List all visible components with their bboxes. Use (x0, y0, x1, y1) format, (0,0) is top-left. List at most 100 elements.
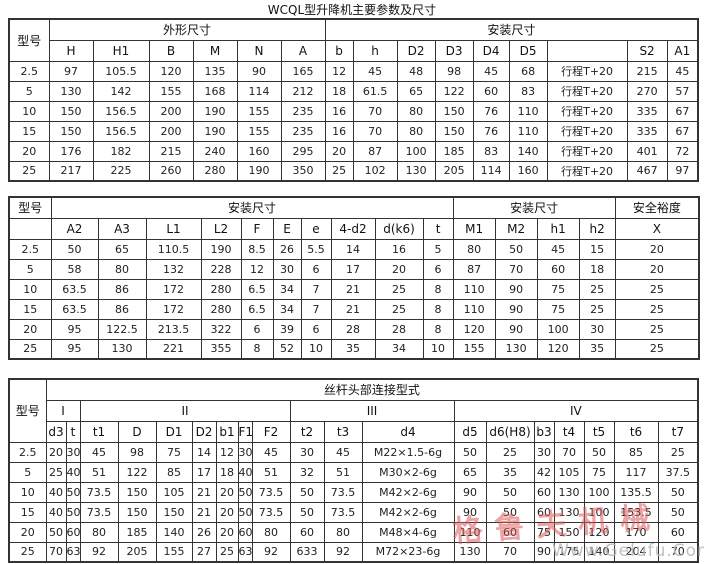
value-cell: 85 (155, 461, 193, 483)
value-cell: 83 (508, 80, 548, 102)
value-cell: 130 (396, 160, 436, 182)
value-cell: 7 (300, 278, 332, 300)
value-cell: 295 (280, 140, 326, 162)
value-cell: 行程T+20 (546, 120, 628, 142)
value-cell: 42 (533, 461, 555, 483)
value-cell: 25 (485, 441, 535, 463)
value-cell: 30 (578, 318, 616, 340)
header-cell: d4 (361, 420, 455, 443)
value-cell: 225 (92, 160, 150, 182)
value-cell: 160 (508, 160, 548, 182)
value-cell: 70 (553, 441, 585, 463)
value-cell: 105 (155, 481, 193, 503)
header-cell: I (45, 399, 81, 422)
value-cell: 34 (272, 278, 302, 300)
value-cell: 39 (272, 318, 302, 340)
table-row: 5 130 142 155 168 114 212 18 61.5 65 122 60 83 行程T+20… (8, 80, 699, 102)
header-cell: D (117, 420, 157, 443)
value-cell: 72 (666, 140, 699, 162)
value-cell: 70 (494, 258, 538, 280)
table-row: 25 217 225 260 280 190 350 25 102 130 205 114 160 行程T… (8, 160, 699, 182)
value-cell: 70 (657, 541, 699, 563)
value-cell: 204 (613, 541, 659, 563)
value-cell: 25 (614, 278, 700, 300)
header-cell: 安全裕度 (614, 196, 700, 219)
value-cell: 50 (289, 481, 325, 503)
header-cell (546, 39, 628, 62)
value-cell: 215 (148, 140, 194, 162)
header-cell: t6 (613, 420, 659, 443)
value-cell: 25 (45, 461, 67, 483)
value-cell: 30 (65, 441, 81, 463)
header-cell: b1 (215, 420, 239, 443)
value-cell: 35 (578, 338, 616, 360)
value-cell: M42×2-6g (361, 481, 455, 503)
header-cell: M2 (494, 217, 538, 240)
value-cell: 45 (251, 441, 291, 463)
value-cell: 75 (536, 278, 580, 300)
value-cell: 102 (352, 160, 398, 182)
header-cell: 安装尺寸 (452, 196, 616, 219)
table-row: 5 58 80 132 228 12 30 6 17 20 6 87 70 60 18 20 (8, 258, 700, 280)
value-cell: 401 (626, 140, 668, 162)
value-cell: 6 (300, 318, 332, 340)
value-cell: 6 (422, 258, 454, 280)
value-cell: 170 (613, 521, 659, 543)
value-cell: 130 (553, 501, 585, 523)
value-cell: 45 (323, 441, 363, 463)
value-cell: 51 (251, 461, 291, 483)
value-cell: 32 (289, 461, 325, 483)
value-cell: 270 (626, 80, 668, 102)
value-cell: 60 (237, 521, 253, 543)
value-cell: 120 (452, 318, 496, 340)
value-cell: 45 (472, 60, 510, 82)
value-cell: 335 (626, 100, 668, 122)
value-cell: 60 (533, 501, 555, 523)
model-cell: 10 (8, 100, 50, 122)
value-cell: 25 (657, 441, 699, 463)
header-row: d3 t t1 D D1 D2 b1 F1 F2 t2 t3 d4 d5 d6(H8) b3 t4 t5 t6 t7 (9, 420, 699, 443)
header-cell (8, 217, 52, 240)
value-cell: 60 (657, 521, 699, 543)
value-cell: 280 (192, 160, 238, 182)
header-cell: e (300, 217, 332, 240)
header-cell: d6(H8) (485, 420, 535, 443)
value-cell: 110.5 (145, 238, 202, 260)
value-cell: 150 (117, 481, 157, 503)
value-cell: 155 (452, 338, 496, 360)
table-row: 2.5 97 105.5 120 135 90 165 12 45 48 98 45 68 行程T+20 2… (8, 60, 699, 82)
table-row: 5 25 40 51 122 85 17 18 40 51 32 51 M30×2-6g 65 35 42 10… (8, 461, 699, 483)
table-row: 2.5 20 30 45 98 75 14 12 30 45 30 45 M22×1.5-6g 50 25 3… (8, 441, 699, 463)
value-cell: 150 (48, 100, 94, 122)
value-cell: 50 (237, 481, 253, 503)
value-cell: 7 (300, 298, 332, 320)
value-cell: 17 (191, 461, 217, 483)
value-cell: 21 (191, 501, 217, 523)
value-cell: 228 (200, 258, 242, 280)
header-cell: d3 (45, 420, 67, 443)
value-cell: 8 (422, 298, 454, 320)
value-cell: 67 (666, 120, 699, 142)
value-cell: 213.5 (145, 318, 202, 340)
screw-head-connection-type-table-container: 型号 丝杆头部连接型式 I II III IV d3 t t1 D D1 D2 b1 F1 F2 t2 t3 d4… (8, 378, 700, 563)
value-cell: 80 (396, 120, 436, 142)
value-cell: 25 (215, 541, 239, 563)
value-cell: 60 (533, 481, 555, 503)
value-cell: 14 (191, 441, 217, 463)
value-cell: 52 (272, 338, 302, 360)
value-cell: 34 (272, 298, 302, 320)
header-cell: b (324, 39, 354, 62)
value-cell: 12 (215, 441, 239, 463)
value-cell: 97 (666, 160, 699, 182)
value-cell: 16 (324, 120, 354, 142)
value-cell: 240 (192, 140, 238, 162)
model-cell: 5 (8, 461, 47, 483)
table-row: 20 50 60 80 185 140 26 20 60 80 60 80 M48×4-6g 110 60 7… (8, 521, 699, 543)
value-cell: 30 (533, 441, 555, 463)
header-cell: B (148, 39, 194, 62)
value-cell: 155 (155, 541, 193, 563)
value-cell: 87 (352, 140, 398, 162)
value-cell: 12 (240, 258, 274, 280)
